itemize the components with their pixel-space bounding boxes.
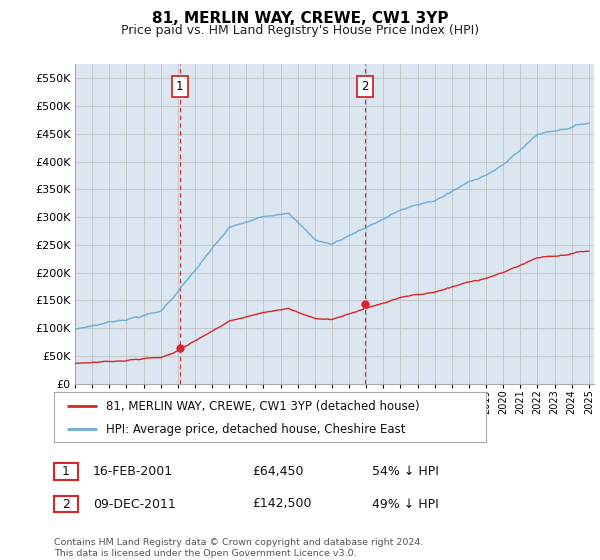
Text: 09-DEC-2011: 09-DEC-2011: [93, 497, 176, 511]
Text: 81, MERLIN WAY, CREWE, CW1 3YP (detached house): 81, MERLIN WAY, CREWE, CW1 3YP (detached…: [106, 400, 419, 413]
Text: £142,500: £142,500: [252, 497, 311, 511]
Text: 1: 1: [62, 465, 70, 478]
Text: Contains HM Land Registry data © Crown copyright and database right 2024.
This d: Contains HM Land Registry data © Crown c…: [54, 538, 424, 558]
Text: 54% ↓ HPI: 54% ↓ HPI: [372, 465, 439, 478]
Text: 49% ↓ HPI: 49% ↓ HPI: [372, 497, 439, 511]
Text: 81, MERLIN WAY, CREWE, CW1 3YP: 81, MERLIN WAY, CREWE, CW1 3YP: [152, 11, 448, 26]
Text: Price paid vs. HM Land Registry's House Price Index (HPI): Price paid vs. HM Land Registry's House …: [121, 24, 479, 36]
Text: HPI: Average price, detached house, Cheshire East: HPI: Average price, detached house, Ches…: [106, 423, 406, 436]
Text: 2: 2: [361, 80, 368, 94]
Text: £64,450: £64,450: [252, 465, 304, 478]
Text: 16-FEB-2001: 16-FEB-2001: [93, 465, 173, 478]
Text: 2: 2: [62, 497, 70, 511]
Text: 1: 1: [176, 80, 184, 94]
